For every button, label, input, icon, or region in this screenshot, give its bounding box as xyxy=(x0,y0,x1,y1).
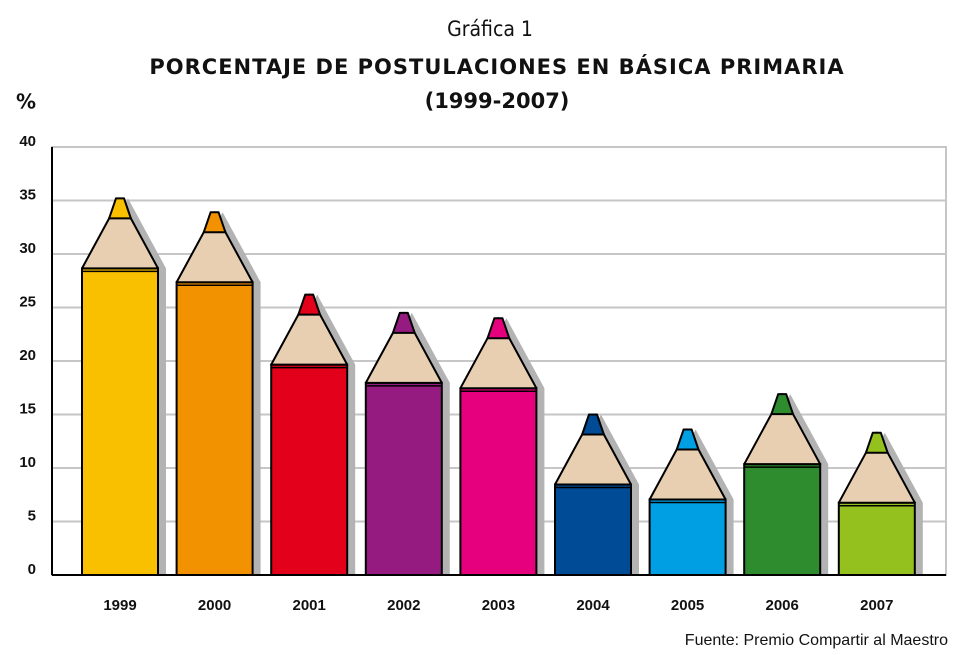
pencil-body xyxy=(650,499,726,575)
y-tick-label: 15 xyxy=(19,400,36,417)
y-tick-label: 0 xyxy=(28,561,36,578)
source-note: Fuente: Premio Compartir al Maestro xyxy=(685,632,948,649)
x-tick-label: 2007 xyxy=(860,597,893,614)
chart: Gráfica 1 PORCENTAJE DE POSTULACIONES EN… xyxy=(0,0,966,655)
x-tick-label: 2004 xyxy=(576,597,610,614)
pencil-body xyxy=(839,503,915,575)
x-tick-label: 2005 xyxy=(671,597,704,614)
y-tick-label: 30 xyxy=(19,240,36,257)
x-tick-label: 2001 xyxy=(293,597,326,614)
pencil-bar xyxy=(460,318,544,575)
chart-title: PORCENTAJE DE POSTULACIONES EN BÁSICA PR… xyxy=(149,54,844,79)
pencil-body xyxy=(82,268,158,575)
pencil-bar xyxy=(555,415,639,576)
x-tick-label: 2006 xyxy=(766,597,799,614)
chart-subtitle: (1999-2007) xyxy=(425,89,570,113)
y-axis-label: % xyxy=(16,90,36,114)
pencil-bar xyxy=(839,433,923,575)
y-tick-label: 35 xyxy=(19,186,36,203)
x-tick-label: 2002 xyxy=(387,597,420,614)
pencil-body xyxy=(366,383,442,575)
x-tick-label: 2000 xyxy=(198,597,231,614)
pencil-bar xyxy=(177,212,261,575)
pencil-bar xyxy=(744,394,828,575)
pencil-body xyxy=(177,282,253,575)
y-tick-label: 25 xyxy=(19,293,36,310)
pencil-bar xyxy=(366,313,450,575)
y-tick-label: 20 xyxy=(19,347,36,364)
pencil-bar xyxy=(650,429,734,575)
pencil-body xyxy=(460,388,536,575)
y-tick-label: 10 xyxy=(19,454,36,471)
x-tick-label: 2003 xyxy=(482,597,515,614)
pencil-body xyxy=(555,485,631,576)
y-tick-label: 40 xyxy=(19,133,36,150)
y-tick-label: 5 xyxy=(28,507,36,524)
pencil-body xyxy=(744,464,820,575)
pencil-bar xyxy=(82,198,166,575)
chart-header: Gráfica 1 xyxy=(447,17,533,41)
x-tick-label: 1999 xyxy=(103,597,136,614)
pencil-body xyxy=(271,365,347,575)
pencil-bar xyxy=(271,295,355,575)
